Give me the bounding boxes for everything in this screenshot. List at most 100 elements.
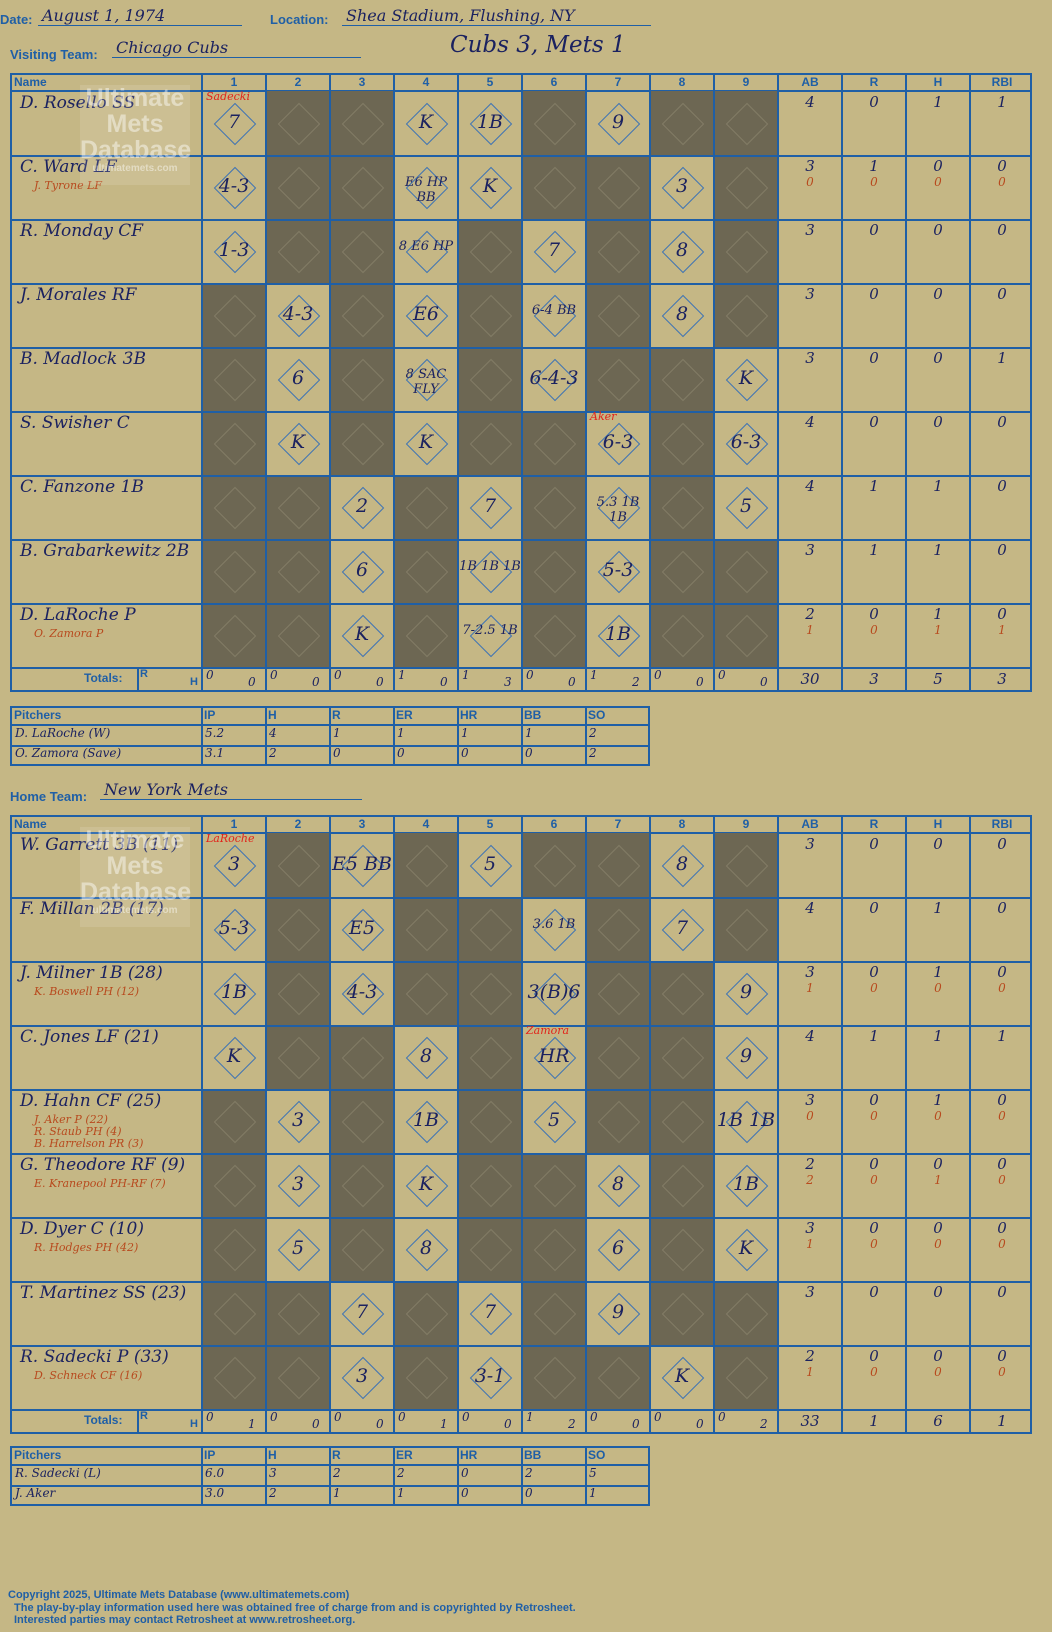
base-diamond xyxy=(469,294,513,338)
pitcher-cell: J. Aker xyxy=(15,1486,56,1500)
at-bat-cell: 8 xyxy=(586,1153,650,1217)
stat-header-rbi: RBI xyxy=(991,817,1013,831)
base-diamond xyxy=(469,422,513,466)
at-bat-cell: 3 xyxy=(266,1153,330,1217)
pitching-change-note: Sadecki xyxy=(206,90,250,103)
at-bat-cell: K xyxy=(458,155,522,219)
pitcher-col-line xyxy=(329,708,331,764)
batter-stat-r: 0 xyxy=(869,413,879,431)
totals-h-label: H xyxy=(190,1418,198,1430)
column-divider xyxy=(777,75,779,690)
inning-hits-total: 0 xyxy=(568,675,576,689)
inning-runs-total: 1 xyxy=(462,668,470,682)
at-bat-cell: 5.3 1B 1B xyxy=(586,475,650,539)
batter-stat-r: 0 xyxy=(869,1091,879,1109)
batter-name: D. Rosello SS xyxy=(20,93,136,113)
sub-stat-r: 0 xyxy=(870,623,878,637)
sub-stat-r: 0 xyxy=(870,1173,878,1187)
inning-runs-total: 0 xyxy=(206,668,214,682)
inning-runs-total: 1 xyxy=(590,668,598,682)
pitcher-cell: 1 xyxy=(525,726,533,740)
base-diamond xyxy=(725,844,769,888)
play-result: E6 xyxy=(413,303,439,325)
at-bat-cell: 6-4 BB xyxy=(522,283,586,347)
at-bat-cell xyxy=(586,1345,650,1409)
batter-stat-r: 0 xyxy=(869,605,879,623)
play-result: E6 HP BB xyxy=(405,175,447,205)
batter-name: F. Millan 2B (17) xyxy=(20,899,164,919)
game-location: Shea Stadium, Flushing, NY xyxy=(342,6,651,26)
inning-hits-total: 0 xyxy=(248,675,256,689)
pitching-change-note: Zamora xyxy=(526,1024,570,1037)
team-total-h: 6 xyxy=(933,1412,943,1430)
play-result: E5 BB xyxy=(332,853,392,875)
batter-name: B. Madlock 3B xyxy=(20,349,146,369)
inning-runs-total: 0 xyxy=(206,1410,214,1424)
pitcher-cell: 0 xyxy=(397,746,405,760)
play-result: 1B 1B 1B xyxy=(459,559,521,574)
substitute-name: O. Zamora P xyxy=(34,627,104,640)
at-bat-cell xyxy=(266,897,330,961)
play-result: E5 xyxy=(349,917,375,939)
batter-stat-h: 0 xyxy=(933,157,943,175)
at-bat-cell: K xyxy=(394,91,458,155)
at-bat-cell xyxy=(202,1153,266,1217)
inning-header-6: 6 xyxy=(550,817,558,831)
at-bat-cell xyxy=(202,1089,266,1153)
play-result: K xyxy=(674,1365,690,1387)
stat-header-r: R xyxy=(869,75,879,89)
at-bat-cell xyxy=(458,1089,522,1153)
sub-stat-rbi: 0 xyxy=(998,175,1006,189)
base-diamond xyxy=(469,1164,513,1208)
batter-stat-h: 1 xyxy=(933,605,943,623)
batter-stat-h: 0 xyxy=(933,413,943,431)
date-label: Date: xyxy=(0,12,33,27)
at-bat-cell: 7 xyxy=(458,1281,522,1345)
base-diamond xyxy=(277,1036,321,1080)
sub-stat-r: 0 xyxy=(870,175,878,189)
at-bat-cell: 8 xyxy=(650,219,714,283)
pitcher-cell: 0 xyxy=(461,746,469,760)
base-diamond xyxy=(405,844,449,888)
at-bat-cell xyxy=(330,1025,394,1089)
pitcher-header-h: H xyxy=(268,1448,277,1462)
sub-stat-r: 0 xyxy=(870,981,878,995)
pitcher-header-ip: IP xyxy=(204,708,216,722)
inning-hits-total: 0 xyxy=(504,1417,512,1431)
at-bat-cell xyxy=(266,91,330,155)
batter-name: J. Morales RF xyxy=(20,285,137,305)
column-divider xyxy=(777,817,779,1432)
at-bat-cell xyxy=(650,1281,714,1345)
batter-name: C. Jones LF (21) xyxy=(20,1027,159,1047)
inning-hits-total: 0 xyxy=(312,675,320,689)
sub-stat-h: 0 xyxy=(934,1365,942,1379)
at-bat-cell xyxy=(522,603,586,667)
stat-header-rbi: RBI xyxy=(991,75,1013,89)
batter-stat-rbi: 0 xyxy=(997,1155,1007,1173)
location-label: Location: xyxy=(270,12,329,27)
at-bat-cell xyxy=(586,283,650,347)
pitching-change-note: Aker xyxy=(590,410,617,423)
batter-name: T. Martinez SS (23) xyxy=(20,1283,187,1303)
base-diamond xyxy=(277,614,321,658)
base-diamond xyxy=(597,908,641,952)
inning-hits-total: 0 xyxy=(376,675,384,689)
pitcher-header-er: ER xyxy=(396,708,413,722)
play-result: 6-4 BB xyxy=(531,303,577,318)
base-diamond xyxy=(533,1228,577,1272)
at-bat-cell: 6 xyxy=(330,539,394,603)
at-bat-cell: 5 xyxy=(458,833,522,897)
batter-name: R. Monday CF xyxy=(20,221,144,241)
base-diamond xyxy=(277,1356,321,1400)
pitcher-header-r: R xyxy=(332,708,341,722)
pitcher-col-line xyxy=(521,708,523,764)
at-bat-cell xyxy=(650,347,714,411)
at-bat-cell xyxy=(330,155,394,219)
at-bat-cell: K xyxy=(266,411,330,475)
base-diamond xyxy=(277,166,321,210)
play-result: K xyxy=(418,431,434,453)
batter-name: C. Ward LF xyxy=(20,157,117,177)
batter-stat-r: 0 xyxy=(869,1347,879,1365)
base-diamond xyxy=(341,1164,385,1208)
substitute-name: D. Schneck CF (16) xyxy=(34,1369,143,1382)
